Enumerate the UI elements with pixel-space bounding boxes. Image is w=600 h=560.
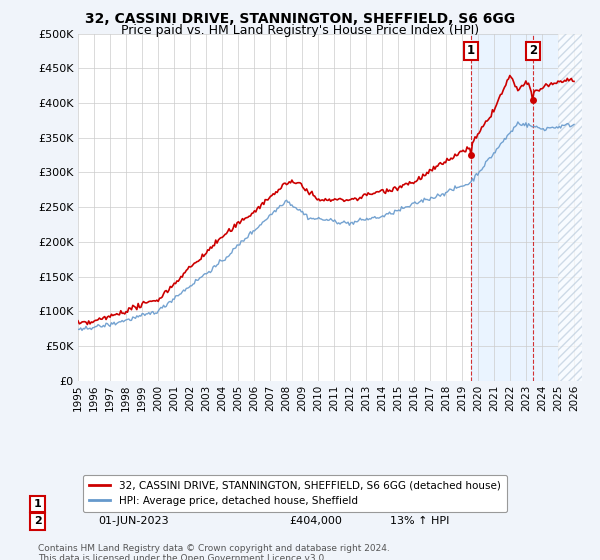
Text: 1: 1 [34, 499, 41, 509]
Text: 1: 1 [467, 44, 475, 58]
Text: 2: 2 [34, 516, 41, 526]
Text: £404,000: £404,000 [290, 516, 343, 526]
Text: Price paid vs. HM Land Registry's House Price Index (HPI): Price paid vs. HM Land Registry's House … [121, 24, 479, 36]
Bar [470, 34, 582, 381]
Text: 18-JUL-2019: 18-JUL-2019 [98, 499, 167, 509]
Text: Contains HM Land Registry data © Crown copyright and database right 2024.
This d: Contains HM Land Registry data © Crown c… [38, 544, 389, 560]
Polygon shape [558, 34, 582, 381]
Legend: 32, CASSINI DRIVE, STANNINGTON, SHEFFIELD, S6 6GG (detached house), HPI: Average: 32, CASSINI DRIVE, STANNINGTON, SHEFFIEL… [83, 474, 507, 512]
Text: £324,950: £324,950 [290, 499, 343, 509]
Text: 14% ↑ HPI: 14% ↑ HPI [391, 499, 450, 509]
Text: 32, CASSINI DRIVE, STANNINGTON, SHEFFIELD, S6 6GG: 32, CASSINI DRIVE, STANNINGTON, SHEFFIEL… [85, 12, 515, 26]
Text: 01-JUN-2023: 01-JUN-2023 [98, 516, 169, 526]
Text: 13% ↑ HPI: 13% ↑ HPI [391, 516, 450, 526]
Bar [558, 34, 582, 381]
Text: 2: 2 [529, 44, 537, 58]
